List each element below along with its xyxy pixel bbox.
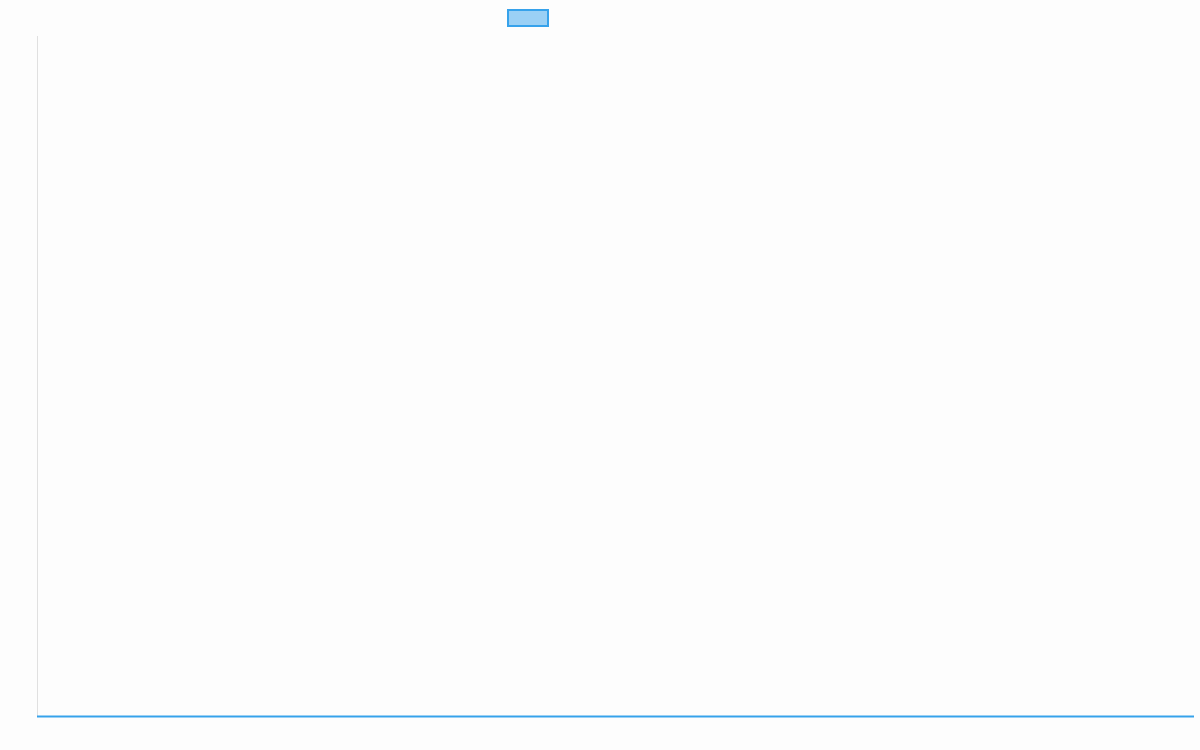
legend[interactable] xyxy=(507,9,549,27)
legend-swatch[interactable] xyxy=(507,9,549,27)
